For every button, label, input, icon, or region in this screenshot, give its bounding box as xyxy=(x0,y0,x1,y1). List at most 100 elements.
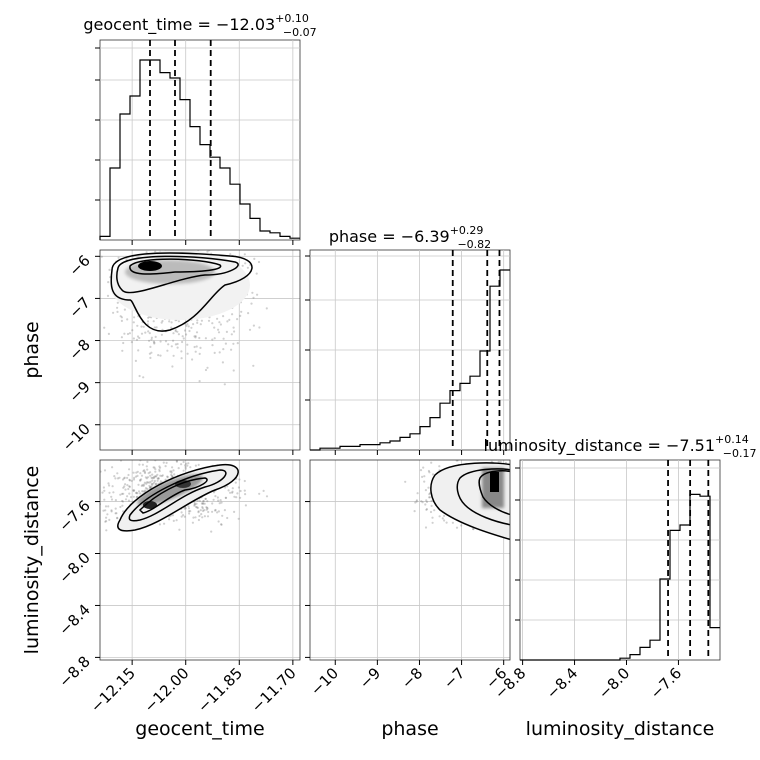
panel-luminosity-distance-hist xyxy=(519,459,721,661)
sample-point xyxy=(233,230,235,232)
sample-point xyxy=(116,301,119,304)
sample-point xyxy=(141,463,144,466)
sample-point xyxy=(163,243,165,245)
sample-point xyxy=(534,470,536,472)
sample-point xyxy=(169,470,172,473)
sample-point xyxy=(252,364,255,367)
sample-point xyxy=(116,306,119,309)
y-tick-label: −7.6 xyxy=(55,497,93,535)
panel-phase-hist xyxy=(309,249,511,451)
sample-point xyxy=(168,518,171,521)
sample-point xyxy=(160,333,163,336)
sample-point xyxy=(176,342,179,346)
sample-point xyxy=(144,242,146,244)
sample-point xyxy=(170,471,173,474)
sample-point xyxy=(134,359,137,362)
sample-point xyxy=(118,476,121,479)
sample-point xyxy=(89,339,91,341)
sample-point xyxy=(214,509,217,512)
sample-point xyxy=(211,338,214,341)
sample-point xyxy=(119,505,122,509)
sample-point xyxy=(516,474,518,476)
sample-point xyxy=(128,485,131,488)
sample-point xyxy=(172,519,175,523)
sample-point xyxy=(203,502,206,505)
sample-point xyxy=(535,481,537,483)
sample-point xyxy=(123,477,126,480)
sample-point xyxy=(198,336,201,340)
sample-point xyxy=(214,508,217,512)
sample-point xyxy=(136,492,139,495)
sample-point xyxy=(513,517,515,519)
sample-point xyxy=(127,499,131,502)
x-tick-label: −12.15 xyxy=(87,664,139,716)
x-tick-label: −8.4 xyxy=(543,664,581,702)
sample-point xyxy=(186,237,188,239)
density-fill xyxy=(117,464,239,531)
sample-point xyxy=(128,479,131,482)
sample-point xyxy=(427,469,430,473)
sample-point xyxy=(510,504,512,506)
sample-point xyxy=(152,466,155,469)
x-tick-label: −7.6 xyxy=(647,664,685,702)
sample-point xyxy=(195,505,198,509)
sample-point xyxy=(414,501,417,504)
sample-point xyxy=(238,478,241,481)
sample-point xyxy=(535,482,537,484)
sample-point xyxy=(197,463,200,466)
sample-point xyxy=(121,500,125,503)
quantile-lines xyxy=(667,460,710,660)
sample-point xyxy=(154,468,157,471)
sample-point xyxy=(233,510,236,513)
sample-point xyxy=(180,511,183,514)
sample-point xyxy=(423,480,426,483)
sample-point xyxy=(255,272,258,275)
sample-point xyxy=(128,478,131,481)
sample-point xyxy=(549,504,551,506)
sample-point xyxy=(201,506,204,509)
sample-point xyxy=(122,486,125,489)
sample-point xyxy=(151,479,154,482)
sample-point xyxy=(120,336,123,339)
sample-point xyxy=(186,464,189,467)
sample-point xyxy=(538,487,540,489)
sample-point xyxy=(207,246,209,248)
histogram-line xyxy=(310,269,510,451)
sample-point xyxy=(229,491,232,494)
sample-point xyxy=(168,453,170,455)
sample-point xyxy=(116,472,119,475)
sample-point xyxy=(97,489,99,491)
sample-point xyxy=(160,321,163,324)
sample-point xyxy=(532,483,534,485)
sample-point xyxy=(191,358,194,361)
sample-point xyxy=(154,483,157,486)
sample-point xyxy=(499,460,502,463)
sample-point xyxy=(144,476,147,479)
sample-point xyxy=(149,474,152,477)
sample-point xyxy=(167,209,169,211)
sample-point xyxy=(202,509,205,513)
sample-point xyxy=(140,332,144,335)
sample-point xyxy=(121,492,124,495)
sample-point xyxy=(159,474,162,477)
sample-point xyxy=(202,500,205,503)
sample-point xyxy=(493,457,495,459)
sample-point xyxy=(246,266,249,269)
sample-point xyxy=(220,523,223,526)
sample-point xyxy=(142,376,145,379)
sample-point xyxy=(514,517,516,519)
sample-point xyxy=(116,310,119,313)
sample-point xyxy=(201,502,204,505)
sample-point xyxy=(204,337,207,340)
sample-point xyxy=(222,337,225,340)
sample-point xyxy=(231,313,234,316)
sample-point xyxy=(217,499,220,502)
sample-point xyxy=(119,315,122,318)
sample-point xyxy=(132,478,136,481)
sample-point xyxy=(172,469,175,472)
sample-point xyxy=(217,520,220,523)
sample-point xyxy=(136,335,140,338)
sample-point xyxy=(150,351,153,354)
sample-point xyxy=(137,490,141,493)
sample-point xyxy=(116,517,119,520)
